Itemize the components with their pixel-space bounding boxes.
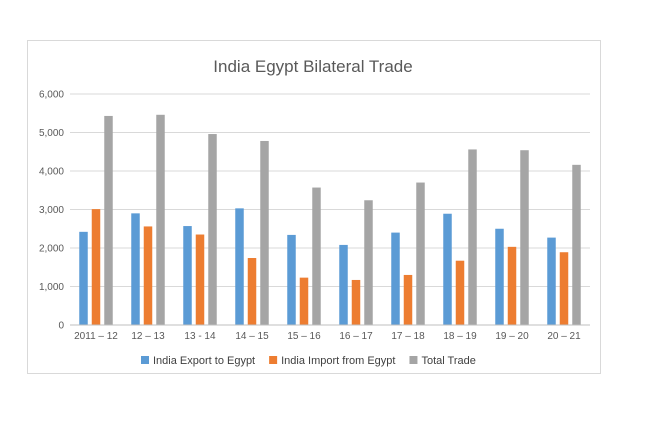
bar-export (443, 213, 452, 325)
y-tick-label: 3,000 (39, 205, 64, 216)
legend-swatch (409, 356, 418, 364)
legend-label: India Export to Egypt (153, 355, 255, 367)
bar-import (351, 279, 361, 325)
legend: India Export to Egypt India Import from E… (141, 355, 476, 367)
bar-export (391, 232, 400, 325)
x-tick-label: 16 – 17 (339, 331, 373, 342)
y-tick-label: 5,000 (39, 128, 64, 139)
y-tick-label: 4,000 (39, 167, 64, 178)
x-tick-label: 17 – 18 (391, 331, 425, 342)
bar-total-trade (156, 114, 165, 325)
bar-export (183, 226, 192, 325)
bar-import (143, 226, 153, 325)
bar-import (507, 246, 517, 325)
bar-export (495, 228, 504, 325)
bar-export (79, 231, 88, 325)
bar-total-trade (208, 134, 217, 325)
x-tick-label: 14 – 15 (235, 331, 269, 342)
bar-total-trade (468, 149, 477, 325)
bar-import (91, 209, 101, 325)
y-tick-label: 2,000 (39, 244, 64, 255)
bar-export (287, 234, 296, 325)
y-tick-label: 1,000 (39, 282, 64, 293)
x-tick-label: 12 – 13 (131, 331, 165, 342)
x-tick-label: 13 - 14 (184, 331, 216, 342)
bar-total-trade (364, 200, 373, 325)
x-tick-label: 15 – 16 (287, 331, 321, 342)
bar-export (131, 213, 140, 325)
bar-import (299, 277, 309, 325)
x-tick-label: 19 – 20 (495, 331, 529, 342)
x-tick-label: 20 – 21 (547, 331, 581, 342)
legend-swatch (141, 356, 149, 364)
bar-total-trade (520, 150, 529, 325)
x-tick-label: 18 – 19 (443, 331, 477, 342)
bar-export (547, 237, 556, 325)
legend-item: Total Trade (409, 355, 476, 367)
y-tick-label: 0 (58, 321, 64, 332)
bar-total-trade (260, 140, 269, 325)
legend-item: India Export to Egypt (141, 355, 255, 367)
legend-swatch (269, 356, 278, 364)
chart-title: India Egypt Bilateral Trade (213, 57, 412, 76)
bar-import (403, 274, 413, 325)
legend-label: Total Trade (421, 355, 475, 367)
legend-item: India Import from Egypt (269, 355, 395, 367)
bar-export (235, 208, 244, 325)
bar-import (247, 258, 257, 325)
bar-total-trade (104, 115, 113, 325)
y-axis-tick-labels: 0 1,000 2,000 3,000 4,000 5,000 6,000 (39, 90, 64, 332)
x-axis-tick-labels: 2011 – 12 12 – 13 13 - 14 14 – 15 15 – 16 16 … (74, 331, 581, 342)
bar-export (339, 244, 348, 325)
legend-label: India Import from Egypt (281, 355, 395, 367)
bar-total-trade (572, 164, 581, 325)
bar-total-trade (312, 187, 321, 325)
bars (79, 114, 581, 325)
bar-total-trade (416, 182, 425, 325)
x-tick-label: 2011 – 12 (74, 331, 118, 342)
bar-import (455, 260, 465, 325)
y-tick-label: 6,000 (39, 90, 64, 101)
bar-import (559, 252, 569, 325)
bar-import (195, 234, 205, 325)
